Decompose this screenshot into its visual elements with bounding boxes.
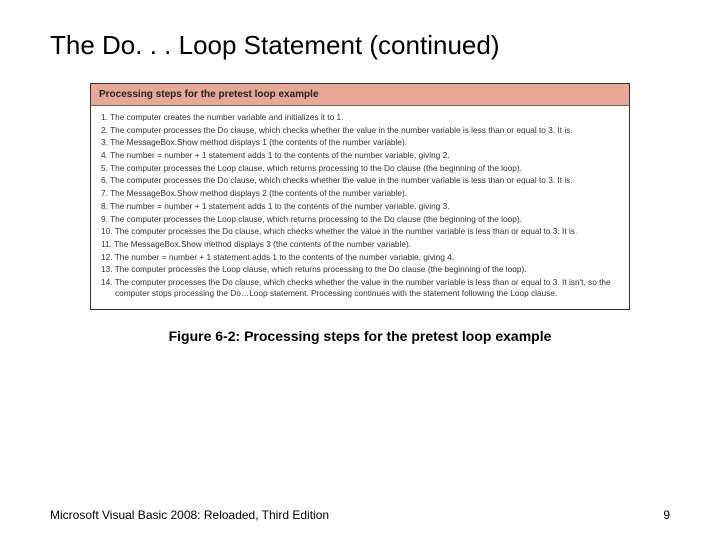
step-item: 9. The computer processes the Loop claus… xyxy=(101,214,619,225)
step-item: 1. The computer creates the number varia… xyxy=(101,112,619,123)
page-title: The Do. . . Loop Statement (continued) xyxy=(50,30,670,61)
step-item: 11. The MessageBox.Show method displays … xyxy=(101,239,619,250)
figure-box: Processing steps for the pretest loop ex… xyxy=(90,83,630,310)
slide-footer: Microsoft Visual Basic 2008: Reloaded, T… xyxy=(50,508,670,522)
step-item: 3. The MessageBox.Show method displays 1… xyxy=(101,137,619,148)
step-item: 13. The computer processes the Loop clau… xyxy=(101,264,619,275)
step-item: 4. The number = number + 1 statement add… xyxy=(101,150,619,161)
figure-caption: Figure 6-2: Processing steps for the pre… xyxy=(50,328,670,344)
step-item: 14. The computer processes the Do clause… xyxy=(101,277,619,299)
figure-box-body: 1. The computer creates the number varia… xyxy=(91,106,629,309)
step-item: 12. The number = number + 1 statement ad… xyxy=(101,252,619,263)
step-item: 2. The computer processes the Do clause,… xyxy=(101,125,619,136)
step-item: 6. The computer processes the Do clause,… xyxy=(101,175,619,186)
page-number: 9 xyxy=(663,508,670,522)
step-item: 8. The number = number + 1 statement add… xyxy=(101,201,619,212)
step-item: 10. The computer processes the Do clause… xyxy=(101,226,619,237)
step-item: 5. The computer processes the Loop claus… xyxy=(101,163,619,174)
figure-box-header: Processing steps for the pretest loop ex… xyxy=(91,84,629,106)
step-item: 7. The MessageBox.Show method displays 2… xyxy=(101,188,619,199)
footer-text: Microsoft Visual Basic 2008: Reloaded, T… xyxy=(50,508,329,522)
